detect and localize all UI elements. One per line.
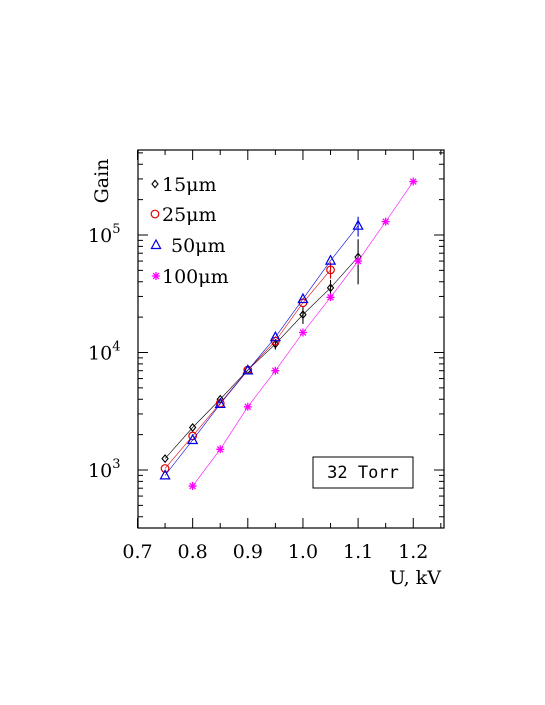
x-axis-title: U, kV (389, 567, 441, 589)
series-layer (159, 177, 418, 491)
data-point (298, 328, 307, 337)
data-point (381, 217, 390, 226)
data-point (297, 292, 309, 304)
data-point (188, 423, 197, 432)
x-tick-labels: 0.7 0.8 0.9 1.0 1.1 1.2 (122, 541, 428, 563)
data-point (326, 293, 335, 302)
legend-marker (152, 272, 160, 280)
y-tick-label: 104 (88, 340, 120, 365)
x-tick-label: 0.8 (178, 541, 208, 563)
data-point (243, 402, 252, 411)
data-point (159, 469, 171, 480)
x-tick-label: 1.0 (288, 541, 318, 563)
data-point (326, 283, 335, 293)
axis-ticks (137, 150, 444, 528)
y-tick-base: 10 (88, 343, 112, 365)
y-tick-exponent: 5 (112, 222, 120, 237)
series (160, 262, 335, 473)
data-point (188, 482, 197, 491)
annotation-label: 32 Torr (327, 463, 399, 483)
data-point (326, 265, 335, 275)
series (188, 177, 418, 491)
data-point (214, 397, 226, 409)
y-axis-title: Gain (91, 159, 113, 204)
data-point (271, 366, 280, 375)
data-point (242, 364, 254, 375)
legend: 15μm 25μm 50μm 100μm (150, 174, 229, 288)
data-point (160, 464, 170, 473)
x-tick-label: 1.2 (398, 541, 428, 563)
legend-label: 15μm (162, 174, 217, 196)
y-tick-base: 10 (88, 225, 112, 247)
data-point (324, 254, 337, 265)
legend-entry: 50μm (150, 235, 226, 257)
x-tick-label: 1.1 (343, 541, 373, 563)
data-point (352, 219, 364, 230)
legend-entry: 100μm (152, 266, 229, 288)
legend-entry: 15μm (151, 174, 217, 196)
series (159, 216, 364, 480)
x-tick-label: 0.7 (122, 541, 152, 563)
legend-marker (150, 209, 160, 219)
legend-marker (151, 179, 159, 189)
annotation-box: 32 Torr (312, 456, 414, 489)
data-point (354, 257, 363, 266)
data-point (187, 433, 199, 445)
y-tick-exponent: 4 (112, 340, 120, 355)
series-line (164, 225, 359, 476)
legend-label: 25μm (162, 204, 217, 226)
legend-marker (150, 238, 162, 250)
legend-label: 50μm (171, 235, 226, 257)
y-tick-base: 10 (88, 460, 112, 482)
series-line (164, 256, 359, 459)
legend-entry: 25μm (150, 204, 217, 226)
plot-frame (137, 149, 445, 529)
y-tick-exponent: 3 (112, 457, 120, 472)
data-point (216, 445, 225, 454)
legend-label: 100μm (162, 266, 229, 288)
y-tick-label: 103 (88, 457, 120, 482)
data-point (409, 177, 418, 186)
y-tick-label: 105 (88, 222, 120, 247)
data-point (299, 310, 307, 320)
data-point (161, 454, 169, 464)
x-tick-label: 0.9 (233, 541, 263, 563)
annotation-frame (312, 456, 414, 489)
data-point (269, 330, 281, 342)
